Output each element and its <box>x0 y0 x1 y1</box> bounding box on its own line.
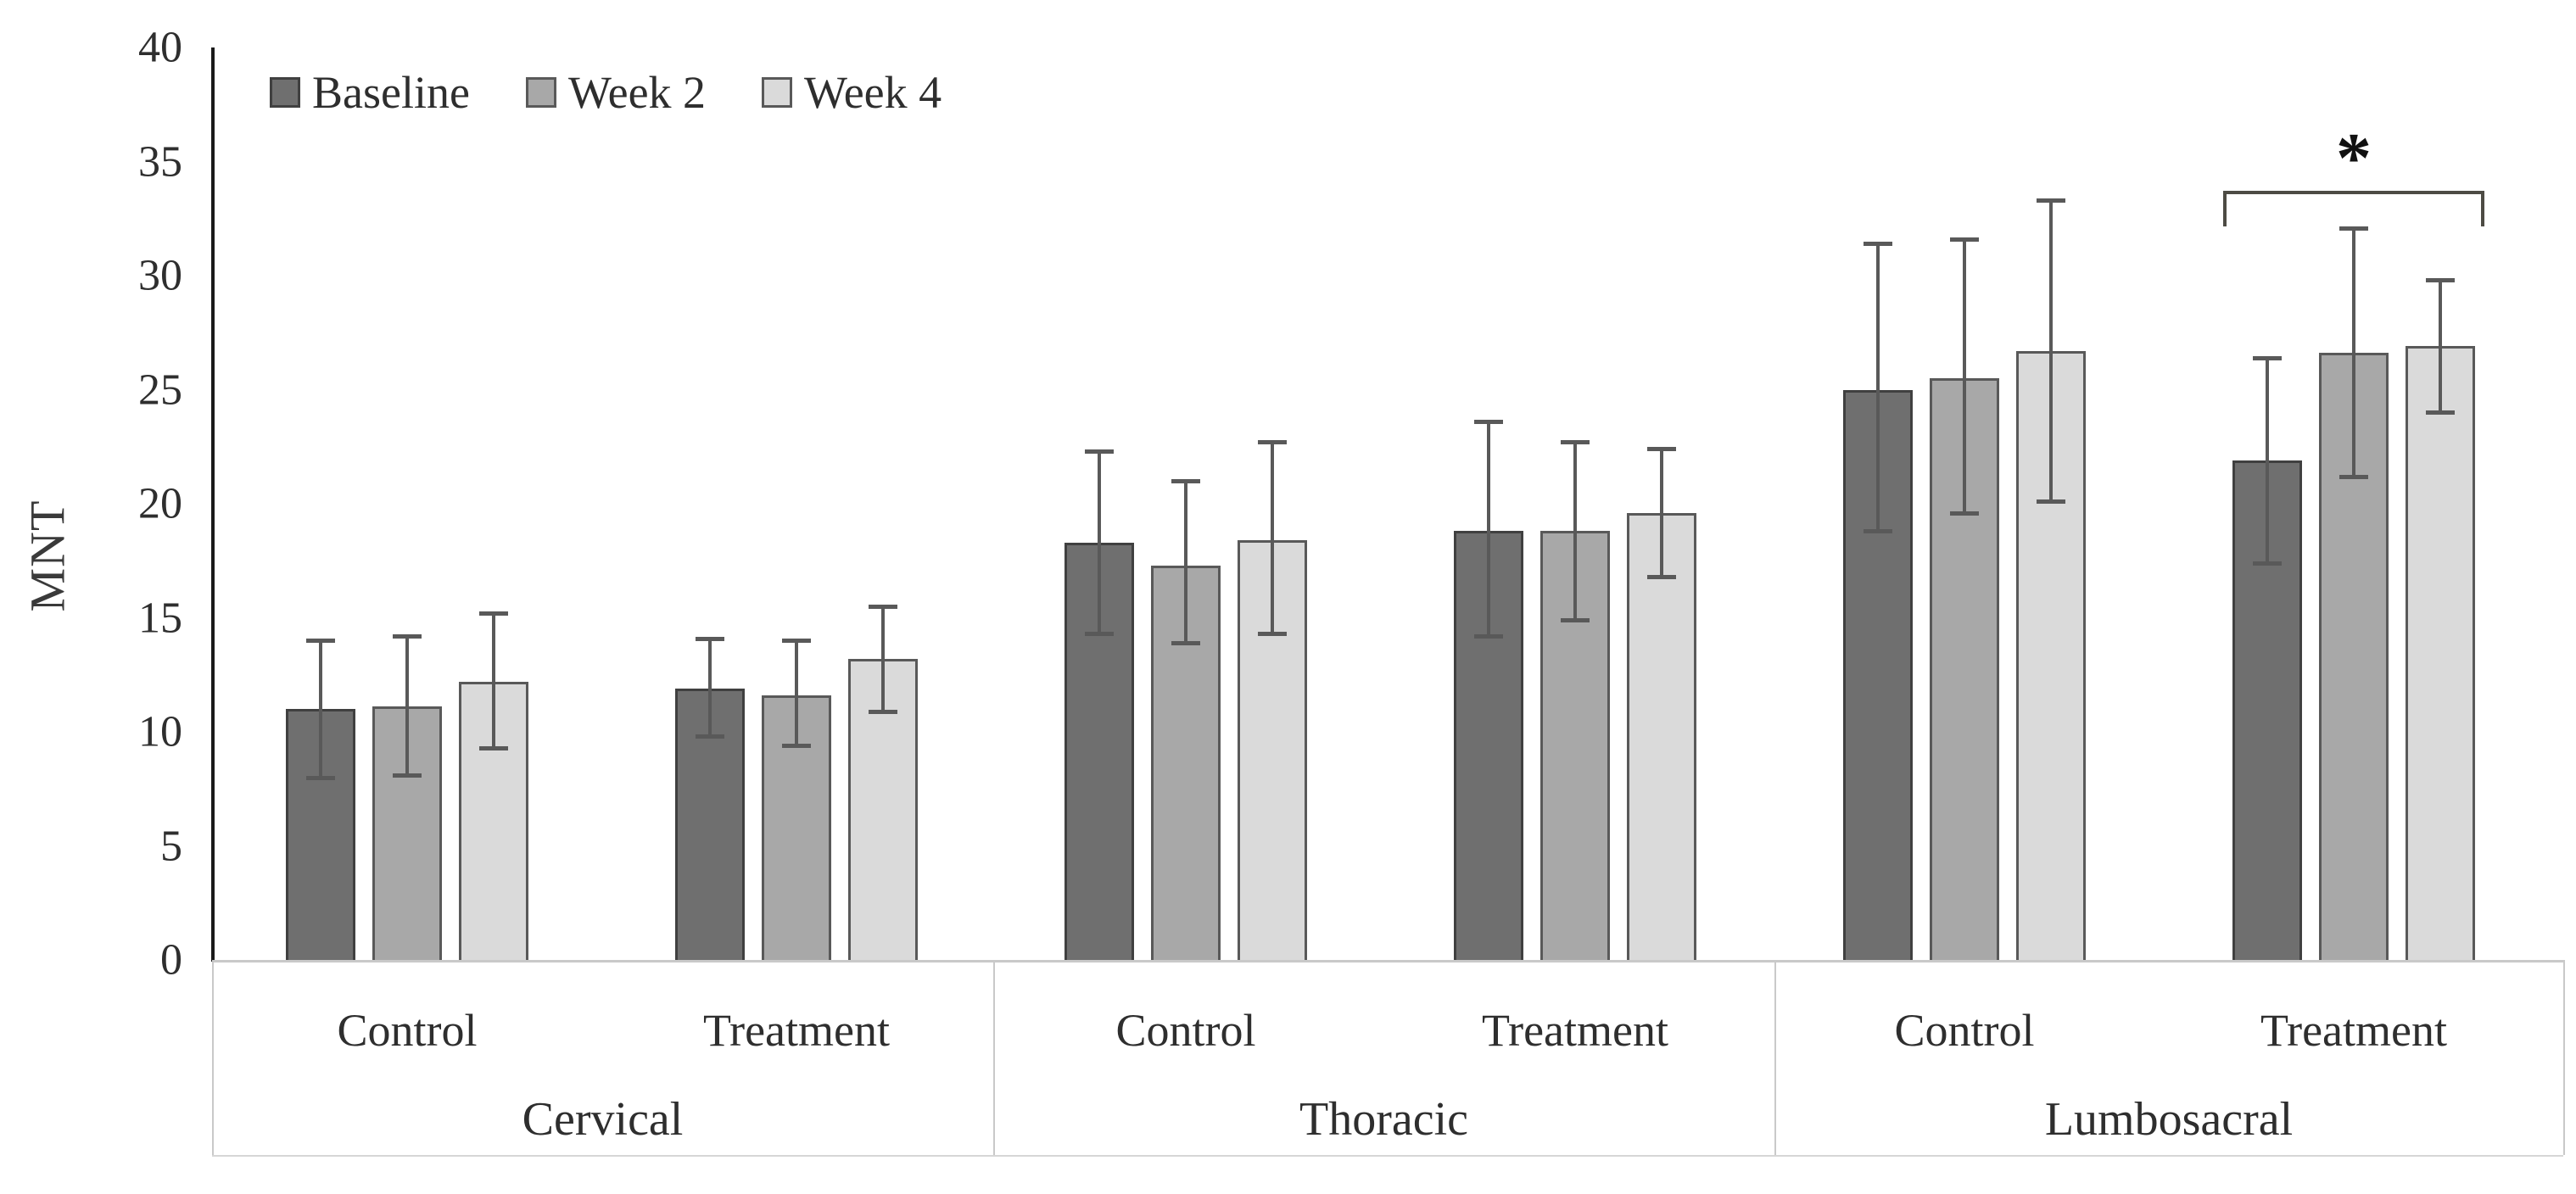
error-bar-cap <box>869 605 897 610</box>
error-bar-cap <box>479 745 508 750</box>
error-bar-cap <box>393 773 422 778</box>
bar-cervical-treatment-week-2 <box>762 695 831 960</box>
region-label: Lumbosacral <box>2044 1093 2294 1146</box>
error-bar-line <box>2266 357 2269 563</box>
region-label: Thoracic <box>1299 1093 1468 1146</box>
legend-item: Week 2 <box>525 66 707 119</box>
error-bar-cap <box>1950 511 1979 516</box>
error-bar-cap <box>1474 634 1503 639</box>
error-bar-cap <box>1474 420 1503 425</box>
error-bar-cap <box>1561 618 1590 623</box>
error-bar-cap <box>782 639 811 644</box>
legend-item: Week 4 <box>762 66 942 119</box>
y-tick-label: 35 <box>138 137 182 186</box>
region-divider-line <box>1774 960 1776 1155</box>
legend-label: Baseline <box>312 67 470 118</box>
error-bar-line <box>1184 481 1187 644</box>
y-tick-label: 30 <box>138 251 182 300</box>
error-bar-cap <box>1085 449 1114 455</box>
bar-thoracic-treatment-week-4 <box>1627 512 1696 960</box>
significance-asterisk: * <box>2336 119 2372 198</box>
error-bar-cap <box>2037 499 2065 505</box>
error-bar-cap <box>2426 278 2455 283</box>
legend-swatch-icon <box>270 77 300 108</box>
error-bar-cap <box>2037 198 2065 204</box>
region-divider-line <box>993 960 995 1155</box>
error-bar-cap <box>696 636 724 641</box>
significance-bracket-line <box>2223 191 2484 195</box>
condition-label: Treatment <box>703 1005 890 1056</box>
error-bar-cap <box>479 611 508 617</box>
error-bar-line <box>1271 442 1274 634</box>
error-bar-cap <box>306 775 335 780</box>
error-bar-cap <box>1561 440 1590 445</box>
error-bar-cap <box>1171 479 1200 484</box>
error-bar-line <box>405 636 409 776</box>
error-bar-line <box>1487 421 1490 637</box>
significance-bracket-leg <box>2223 191 2227 227</box>
error-bar-cap <box>393 634 422 639</box>
error-bar-line <box>881 606 885 711</box>
error-bar-line <box>1098 451 1101 634</box>
error-bar-line <box>492 613 495 748</box>
error-bar-cap <box>1647 575 1676 580</box>
error-bar-cap <box>1864 242 1892 247</box>
error-bar-line <box>708 638 712 737</box>
y-tick-label: 40 <box>138 23 182 72</box>
condition-label: Control <box>1115 1005 1256 1056</box>
error-bar-cap <box>2253 561 2282 566</box>
error-bar-cap <box>1085 632 1114 637</box>
legend-label: Week 2 <box>567 67 707 118</box>
region-label: Cervical <box>522 1093 684 1146</box>
condition-label: Control <box>1894 1005 2035 1056</box>
error-bar-cap <box>869 709 897 714</box>
error-bar-cap <box>782 744 811 749</box>
error-bar-cap <box>306 639 335 644</box>
condition-label: Control <box>337 1005 478 1056</box>
error-bar-line <box>2352 227 2355 477</box>
error-bar-line <box>1876 243 1880 532</box>
error-bar-cap <box>2253 355 2282 360</box>
error-bar-line <box>319 640 322 778</box>
error-bar-cap <box>2339 474 2368 479</box>
y-tick-label: 25 <box>138 365 182 414</box>
legend: Baseline Week 2 Week 4 <box>270 66 942 119</box>
error-bar-cap <box>2426 410 2455 416</box>
error-bar-cap <box>1171 641 1200 646</box>
bar-lumbosacral-treatment-week-4 <box>2406 346 2475 960</box>
legend-label: Week 4 <box>804 67 942 118</box>
error-bar-cap <box>696 734 724 739</box>
error-bar-line <box>1660 449 1663 577</box>
bar-lumbosacral-control-week-2 <box>1930 378 1999 960</box>
axis-table-left-border <box>212 960 214 1155</box>
legend-swatch-icon <box>762 77 793 108</box>
axis-table-right-border <box>2563 960 2565 1155</box>
y-tick-label: 20 <box>138 479 182 528</box>
error-bar-cap <box>2339 226 2368 231</box>
y-axis-line <box>211 47 215 962</box>
error-bar-cap <box>1950 237 1979 242</box>
error-bar-line <box>1573 442 1577 621</box>
y-tick-label: 0 <box>160 935 182 985</box>
axis-table-bottom-border <box>212 1155 2563 1157</box>
x-axis-line <box>212 960 2563 962</box>
significance-bracket-leg <box>2481 191 2484 227</box>
y-tick-label: 5 <box>160 822 182 870</box>
y-tick-label: 10 <box>138 707 182 756</box>
error-bar-line <box>2049 200 2053 502</box>
y-tick-label: 15 <box>138 594 182 642</box>
condition-label: Treatment <box>1482 1005 1668 1056</box>
legend-item: Baseline <box>270 66 470 119</box>
error-bar-cap <box>1647 447 1676 452</box>
legend-swatch-icon <box>525 77 556 108</box>
error-bar-line <box>795 640 798 746</box>
error-bar-cap <box>1864 529 1892 534</box>
error-bar-line <box>2439 280 2442 413</box>
error-bar-line <box>1963 238 1966 513</box>
error-bar-cap <box>1258 440 1287 445</box>
error-bar-cap <box>1258 632 1287 637</box>
condition-label: Treatment <box>2260 1005 2447 1056</box>
